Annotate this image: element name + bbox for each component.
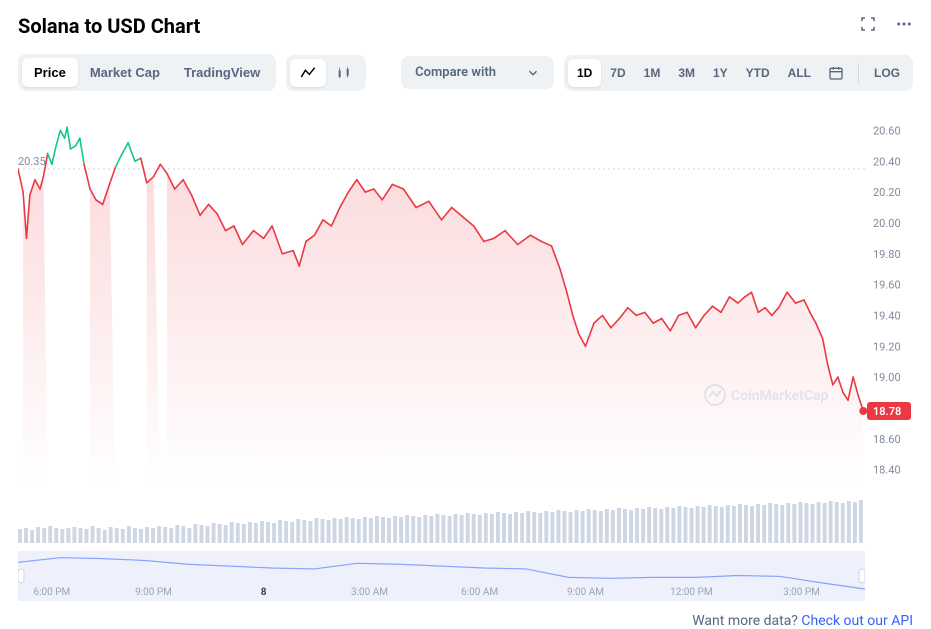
range-tab-ytd[interactable]: YTD bbox=[737, 59, 779, 87]
svg-text:20.20: 20.20 bbox=[873, 186, 901, 199]
range-tab-1d[interactable]: 1D bbox=[568, 59, 601, 87]
mode-tab-market-cap[interactable]: Market Cap bbox=[78, 58, 172, 87]
line-chart-icon[interactable] bbox=[290, 59, 326, 87]
range-tab-7d[interactable]: 7D bbox=[601, 59, 634, 87]
price-chart[interactable]: 18.4018.6018.8019.0019.2019.4019.6019.80… bbox=[18, 105, 913, 547]
svg-text:19.00: 19.00 bbox=[873, 371, 901, 384]
svg-text:3:00 AM: 3:00 AM bbox=[351, 587, 388, 598]
svg-text:20.60: 20.60 bbox=[873, 124, 901, 137]
footer-prompt: Want more data? bbox=[692, 613, 801, 629]
api-link[interactable]: Check out our API bbox=[801, 613, 913, 629]
svg-text:18.60: 18.60 bbox=[873, 433, 901, 446]
svg-text:19.20: 19.20 bbox=[873, 340, 901, 353]
more-icon[interactable] bbox=[895, 15, 913, 37]
svg-text:19.40: 19.40 bbox=[873, 309, 901, 322]
page-title: Solana to USD Chart bbox=[18, 14, 200, 38]
range-tab-all[interactable]: ALL bbox=[779, 59, 820, 87]
chart-mode-tabs: PriceMarket CapTradingView bbox=[18, 54, 276, 91]
range-tabs: 1D7D1M3M1YYTDALL LOG bbox=[564, 55, 913, 91]
calendar-icon[interactable] bbox=[820, 59, 852, 87]
range-tab-1m[interactable]: 1M bbox=[635, 59, 670, 87]
svg-text:8: 8 bbox=[261, 587, 267, 598]
svg-text:20.35: 20.35 bbox=[18, 155, 46, 168]
svg-text:19.80: 19.80 bbox=[873, 248, 901, 261]
svg-text:3:00 PM: 3:00 PM bbox=[783, 587, 820, 598]
svg-text:20.40: 20.40 bbox=[873, 155, 901, 168]
svg-text:18.78: 18.78 bbox=[873, 405, 901, 418]
svg-text:9:00 PM: 9:00 PM bbox=[135, 587, 172, 598]
chevron-down-icon bbox=[526, 66, 540, 80]
compare-dropdown[interactable]: Compare with bbox=[401, 56, 554, 89]
mode-tab-price[interactable]: Price bbox=[22, 58, 78, 87]
svg-text:12:00 PM: 12:00 PM bbox=[670, 587, 712, 598]
svg-text:6:00 AM: 6:00 AM bbox=[461, 587, 498, 598]
brush-handle-left[interactable] bbox=[18, 569, 24, 583]
range-brush[interactable]: 6:00 PM 9:00 PM 8 3:00 AM 6:00 AM 9:00 AM 12:0… bbox=[18, 551, 865, 601]
svg-text:19.60: 19.60 bbox=[873, 279, 901, 292]
svg-text:CoinMarketCap: CoinMarketCap bbox=[731, 388, 829, 404]
range-tab-3m[interactable]: 3M bbox=[669, 59, 704, 87]
svg-text:20.00: 20.00 bbox=[873, 217, 901, 230]
svg-text:18.40: 18.40 bbox=[873, 464, 901, 477]
chart-style-tabs bbox=[286, 55, 366, 91]
svg-text:9:00 AM: 9:00 AM bbox=[567, 587, 604, 598]
range-tab-1y[interactable]: 1Y bbox=[704, 59, 737, 87]
compare-label: Compare with bbox=[415, 65, 496, 80]
mode-tab-tradingview[interactable]: TradingView bbox=[172, 58, 272, 87]
brush-handle-right[interactable] bbox=[859, 569, 865, 583]
log-toggle[interactable]: LOG bbox=[865, 59, 909, 87]
fullscreen-icon[interactable] bbox=[859, 15, 877, 37]
candlestick-icon[interactable] bbox=[326, 59, 362, 87]
svg-text:6:00 PM: 6:00 PM bbox=[33, 587, 70, 598]
